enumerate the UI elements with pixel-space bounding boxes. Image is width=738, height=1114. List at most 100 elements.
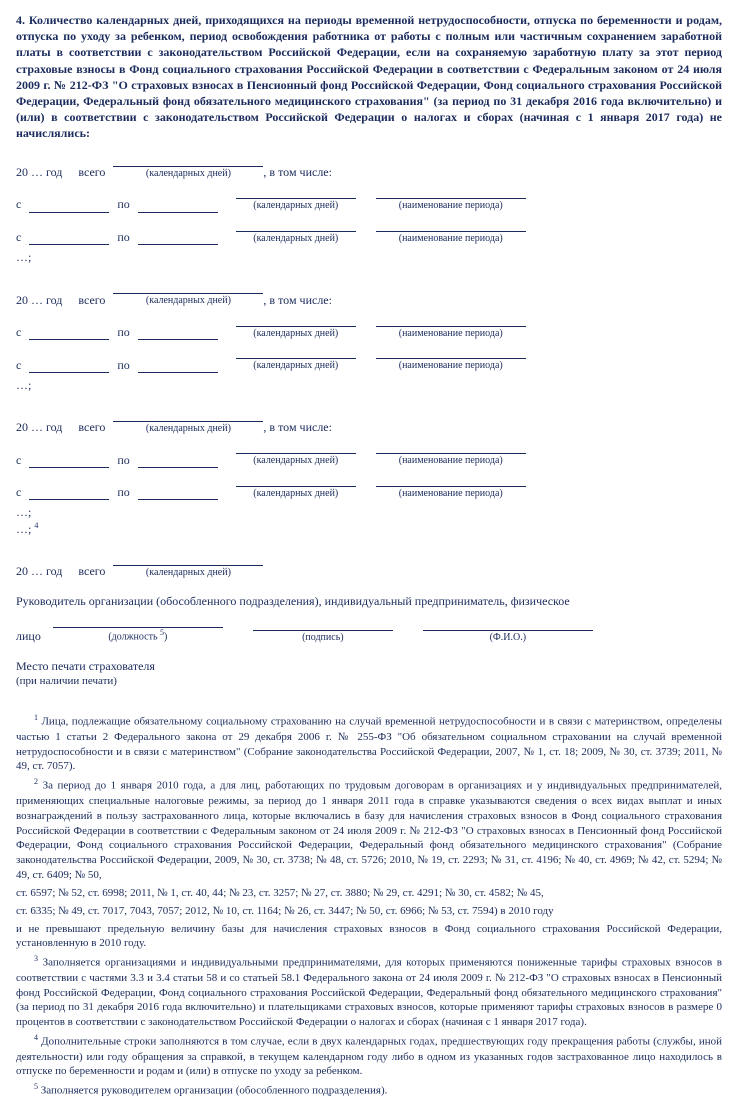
s-label: с xyxy=(16,484,21,500)
signature-field[interactable] xyxy=(253,616,393,631)
period-name-field[interactable] xyxy=(376,184,526,199)
footnote-2d: и не превышают предельную величину базы … xyxy=(16,922,722,952)
days-field[interactable] xyxy=(236,217,356,232)
dots4-text: …; xyxy=(16,522,34,536)
v-tom-chisle-label: , в том числе: xyxy=(263,419,332,435)
fio-field[interactable] xyxy=(423,616,593,631)
v-tom-chisle-label: , в том числе: xyxy=(263,292,332,308)
position-field[interactable] xyxy=(53,613,223,628)
period-row: с по (календарных дней) (наименование пе… xyxy=(16,439,722,468)
s-label: с xyxy=(16,324,21,340)
signature-row: лицо (должность 5) (подпись) (Ф.И.О.) xyxy=(16,613,722,644)
stamp-note: (при наличии печати) xyxy=(16,674,722,689)
vsego-label: всего xyxy=(78,563,105,579)
total-days-field[interactable] xyxy=(113,152,263,167)
from-field[interactable] xyxy=(29,453,109,468)
to-field[interactable] xyxy=(138,453,218,468)
from-field[interactable] xyxy=(29,485,109,500)
po-label: по xyxy=(117,357,129,373)
fio-label: (Ф.И.О.) xyxy=(490,631,527,645)
period-row: с по (календарных дней) (наименование пе… xyxy=(16,312,722,341)
vsego-label: всего xyxy=(78,164,105,180)
year-block-4-header: 20 … год всего (календарных дней) xyxy=(16,551,722,580)
to-field[interactable] xyxy=(138,325,218,340)
total-days-field[interactable] xyxy=(113,551,263,566)
v-tom-chisle-label: , в том числе: xyxy=(263,164,332,180)
kalend-label: (календарных дней) xyxy=(146,422,231,436)
kalend-label-2: (календарных дней) xyxy=(253,199,338,213)
kalend-label: (календарных дней) xyxy=(146,294,231,308)
year-prefix: 20 … год xyxy=(16,292,62,308)
footnote-1: 1 Лица, подлежащие обязательному социаль… xyxy=(16,713,722,774)
year-block-3-header: 20 … год всего (календарных дней) , в то… xyxy=(16,407,722,436)
period-name-field[interactable] xyxy=(376,344,526,359)
days-field[interactable] xyxy=(236,184,356,199)
footnote-2c: ст. 6335; № 49, ст. 7017, 7043, 7057; 20… xyxy=(16,904,722,919)
fn3-text: Заполняется организациями и индивидуальн… xyxy=(16,957,722,1028)
ellipsis: …; xyxy=(16,504,722,520)
year-prefix: 20 … год xyxy=(16,419,62,435)
po-label: по xyxy=(117,484,129,500)
year-prefix: 20 … год xyxy=(16,164,62,180)
to-field[interactable] xyxy=(138,230,218,245)
to-field[interactable] xyxy=(138,358,218,373)
dolzhnost-label: (должность 5) xyxy=(108,628,167,644)
year-block-1-header: 20 … год всего (календарных дней) , в то… xyxy=(16,152,722,181)
footnote-2a: 2 За период до 1 января 2010 года, а для… xyxy=(16,777,722,883)
footnote-2b: ст. 6597; № 52, ст. 6998; 2011, № 1, ст.… xyxy=(16,886,722,901)
naimen-label: (наименование периода) xyxy=(399,487,503,501)
days-field[interactable] xyxy=(236,472,356,487)
period-name-field[interactable] xyxy=(376,472,526,487)
days-field[interactable] xyxy=(236,439,356,454)
period-name-field[interactable] xyxy=(376,312,526,327)
kalend-label-2: (календарных дней) xyxy=(253,327,338,341)
kalend-label-2: (календарных дней) xyxy=(253,487,338,501)
to-field[interactable] xyxy=(138,198,218,213)
signature-heading: Руководитель организации (обособленного … xyxy=(16,593,722,609)
s-label: с xyxy=(16,229,21,245)
naimen-label: (наименование периода) xyxy=(399,232,503,246)
kalend-label: (календарных дней) xyxy=(146,167,231,181)
period-row: с по (календарных дней) (наименование пе… xyxy=(16,184,722,213)
kalend-label-2: (календарных дней) xyxy=(253,359,338,373)
period-name-field[interactable] xyxy=(376,217,526,232)
kalend-label: (календарных дней) xyxy=(146,566,231,580)
footnotes-block: 1 Лица, подлежащие обязательному социаль… xyxy=(16,713,722,1099)
days-field[interactable] xyxy=(236,312,356,327)
period-row: с по (календарных дней) (наименование пе… xyxy=(16,344,722,373)
fn1-text: Лица, подлежащие обязательному социально… xyxy=(16,716,722,773)
fn2a-text: За период до 1 января 2010 года, а для л… xyxy=(16,780,722,881)
kalend-label-2: (календарных дней) xyxy=(253,454,338,468)
ellipsis-4: …; 4 xyxy=(16,521,722,537)
po-label: по xyxy=(117,196,129,212)
from-field[interactable] xyxy=(29,325,109,340)
kalend-label-2: (календарных дней) xyxy=(253,232,338,246)
from-field[interactable] xyxy=(29,230,109,245)
litso-label: лицо xyxy=(16,628,41,644)
period-name-field[interactable] xyxy=(376,439,526,454)
year-prefix: 20 … год xyxy=(16,563,62,579)
naimen-label: (наименование периода) xyxy=(399,199,503,213)
year-block-2-header: 20 … год всего (календарных дней) , в то… xyxy=(16,279,722,308)
from-field[interactable] xyxy=(29,358,109,373)
po-label: по xyxy=(117,452,129,468)
footnote-3: 3 Заполняется организациями и индивидуал… xyxy=(16,954,722,1030)
podpis-label: (подпись) xyxy=(302,631,344,645)
naimen-label: (наименование периода) xyxy=(399,454,503,468)
total-days-field[interactable] xyxy=(113,279,263,294)
days-field[interactable] xyxy=(236,344,356,359)
dolzhnost-text: (должность xyxy=(108,632,160,643)
fn5-text: Заполняется руководителем организации (о… xyxy=(41,1085,388,1097)
dolzhnost-close: ) xyxy=(164,632,167,643)
sup-4: 4 xyxy=(34,521,38,530)
footnote-4: 4 Дополнительные строки заполняются в то… xyxy=(16,1033,722,1079)
s-label: с xyxy=(16,357,21,373)
period-row: с по (календарных дней) (наименование пе… xyxy=(16,472,722,501)
po-label: по xyxy=(117,324,129,340)
vsego-label: всего xyxy=(78,292,105,308)
to-field[interactable] xyxy=(138,485,218,500)
from-field[interactable] xyxy=(29,198,109,213)
naimen-label: (наименование периода) xyxy=(399,327,503,341)
total-days-field[interactable] xyxy=(113,407,263,422)
po-label: по xyxy=(117,229,129,245)
